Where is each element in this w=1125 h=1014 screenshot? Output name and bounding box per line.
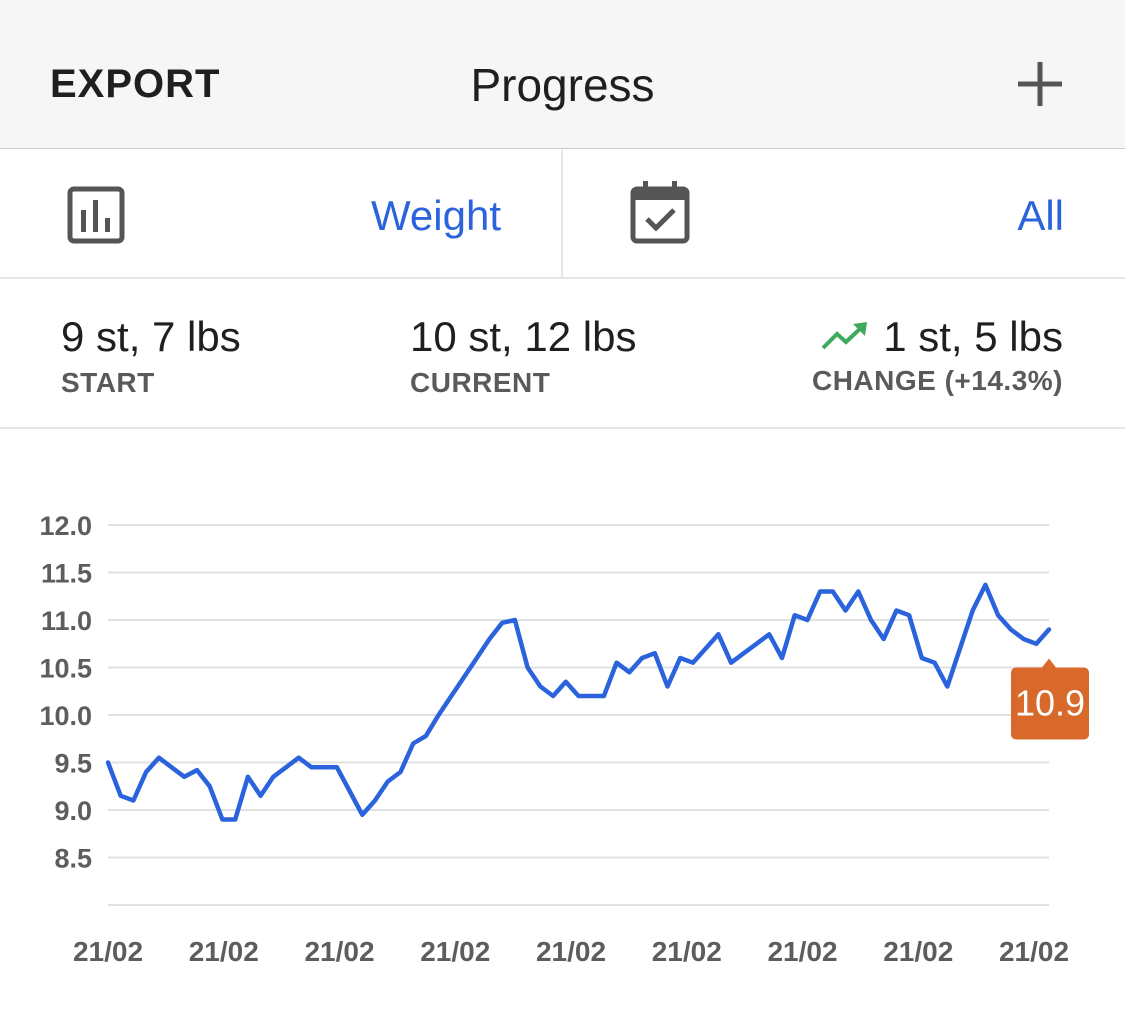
tooltip-pointer <box>1042 658 1056 668</box>
x-tick-label: 21/02 <box>73 936 143 967</box>
grid <box>108 524 1049 906</box>
current-value: 10 st, 12 lbs <box>410 313 637 360</box>
start-value: 9 st, 7 lbs <box>61 313 241 360</box>
divider <box>561 150 563 277</box>
y-tick-label: 12.0 <box>39 511 92 541</box>
x-tick-label: 21/02 <box>999 936 1069 967</box>
page-title: Progress <box>470 59 655 111</box>
start-label: START <box>61 367 155 398</box>
weight-line-chart: 12.011.511.010.510.09.59.08.5 21/02 21/02… <box>39 511 1089 967</box>
x-axis: 21/02 21/02 21/02 21/02 21/02 21/02 21/02 21/02… <box>73 936 1069 967</box>
change-value: 1 st, 5 lbs <box>883 313 1063 360</box>
range-selector[interactable]: All <box>1017 192 1064 239</box>
y-tick-label: 10.5 <box>39 654 92 684</box>
x-tick-label: 21/02 <box>536 936 606 967</box>
trend-up-icon <box>821 322 868 350</box>
current-label: CURRENT <box>410 367 551 398</box>
y-tick-label: 9.0 <box>54 796 92 826</box>
change-label: CHANGE (+14.3%) <box>811 365 1063 396</box>
calendar-check-icon[interactable] <box>630 180 690 244</box>
bar-chart-icon[interactable] <box>67 186 125 244</box>
plus-icon[interactable] <box>1016 60 1064 108</box>
x-tick-label: 21/02 <box>420 936 490 967</box>
tooltip-box <box>1011 667 1089 740</box>
tooltip-value: 10.9 <box>1015 683 1085 724</box>
x-tick-label: 21/02 <box>883 936 953 967</box>
series-line <box>105 582 1052 822</box>
y-tick-label: 8.5 <box>54 844 92 874</box>
filter-row: Weight All <box>0 150 1125 279</box>
x-tick-label: 21/02 <box>767 936 837 967</box>
stats-summary: 9 st, 7 lbs START 10 st, 12 lbs CURRENT … <box>0 279 1125 429</box>
x-tick-label: 21/02 <box>304 936 374 967</box>
change-stat: 1 st, 5 lbs CHANGE (+14.3%) <box>812 313 1063 397</box>
metric-selector[interactable]: Weight <box>371 192 501 239</box>
x-tick-label: 21/02 <box>652 936 722 967</box>
value-tooltip: 10.9 <box>1011 658 1089 740</box>
y-tick-label: 11.5 <box>41 559 92 589</box>
export-button[interactable]: EXPORT <box>50 62 221 106</box>
top-bar: EXPORT Progress <box>0 0 1125 149</box>
y-tick-label: 10.0 <box>39 701 92 731</box>
y-tick-label: 11.0 <box>41 606 92 636</box>
y-axis: 12.0 11.5 11.0 10.5 10.0 9.5 9.0 8.5 <box>39 511 92 874</box>
x-tick-label: 21/02 <box>189 936 259 967</box>
series-layer <box>105 582 1052 822</box>
y-tick-label: 9.5 <box>54 749 92 779</box>
